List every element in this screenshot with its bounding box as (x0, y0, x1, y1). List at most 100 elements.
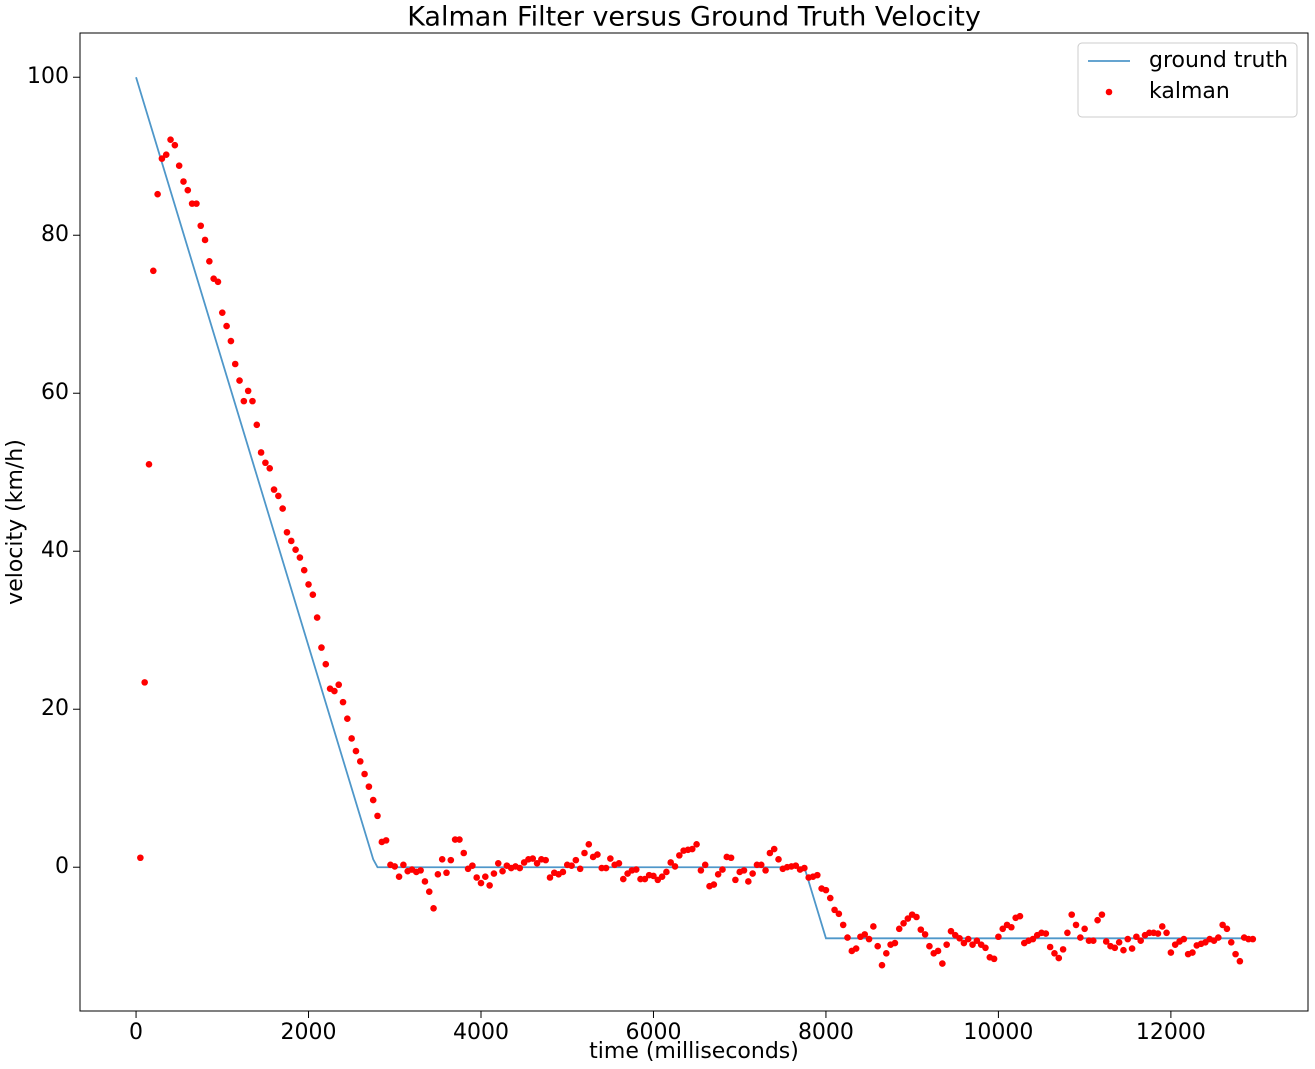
scatter-point (865, 935, 873, 943)
scatter-point (990, 955, 998, 963)
scatter-point (145, 461, 153, 468)
scatter-point (546, 874, 554, 881)
scatter-point (1219, 921, 1226, 929)
scatter-point (883, 950, 890, 957)
scatter-point (1232, 950, 1239, 958)
scatter-point (982, 944, 989, 952)
scatter-point (1029, 935, 1037, 943)
scatter-point (244, 387, 252, 395)
scatter-point (1094, 916, 1101, 924)
scatter-point (1133, 933, 1140, 941)
scatter-point (1077, 934, 1084, 941)
scatter-point (663, 868, 670, 876)
x-tick-label: 2000 (281, 1020, 337, 1045)
scatter-point (240, 397, 248, 405)
scatter-point (1137, 937, 1145, 944)
scatter-point (870, 923, 877, 930)
scatter-point (956, 935, 963, 942)
scatter-point (296, 554, 304, 561)
scatter-point (309, 591, 317, 598)
scatter-point (236, 377, 243, 384)
scatter-point (262, 459, 269, 467)
scatter-point (391, 863, 399, 870)
scatter-point (1042, 930, 1050, 937)
scatter-point (494, 859, 502, 867)
scatter-point (171, 141, 179, 149)
scatter-point (861, 931, 869, 938)
scatter-point (921, 931, 929, 938)
scatter-point (486, 882, 493, 889)
scatter-point (231, 360, 239, 368)
y-tick-label: 80 (41, 222, 69, 247)
scatter-point (727, 854, 735, 862)
scatter-point (1249, 935, 1257, 943)
scatter-point (369, 796, 377, 804)
scatter-point (1154, 930, 1162, 937)
scatter-point (1098, 911, 1106, 918)
scatter-point (559, 868, 567, 876)
scatter-point (658, 873, 666, 881)
scatter-point (719, 866, 726, 873)
scatter-point (693, 841, 700, 848)
scatter-point (305, 581, 312, 588)
scatter-point (339, 698, 347, 706)
scatter-point (201, 236, 209, 244)
y-axis-label: velocity (km/h) (3, 439, 28, 605)
scatter-point (292, 546, 299, 553)
scatter-point (697, 867, 705, 874)
scatter-point (1051, 950, 1058, 957)
scatter-point (1046, 943, 1054, 951)
scatter-point (835, 910, 843, 918)
scatter-point (602, 864, 610, 872)
scatter-point (900, 920, 907, 927)
scatter-point (895, 925, 903, 933)
scatter-point (934, 947, 942, 955)
scatter-point (1124, 935, 1132, 943)
scatter-point (576, 865, 584, 873)
scatter-point (206, 258, 213, 265)
scatter-point (749, 870, 756, 877)
scatter-point (762, 867, 769, 874)
scatter-point (995, 933, 1002, 941)
scatter-point (318, 644, 325, 651)
scatter-point (822, 886, 830, 894)
scatter-point (395, 873, 403, 881)
scatter-point (572, 856, 580, 864)
scatter-point (533, 859, 541, 867)
scatter-point (1008, 923, 1015, 931)
scatter-point (214, 278, 222, 286)
scatter-point (193, 200, 200, 207)
scatter-point (400, 861, 407, 869)
scatter-point (275, 492, 282, 500)
scatter-point (814, 871, 821, 879)
scatter-point (223, 322, 230, 330)
y-tick-label: 40 (41, 538, 69, 563)
scatter-point (1064, 929, 1071, 937)
x-axis-label: time (milliseconds) (589, 1039, 799, 1064)
scatter-point (688, 845, 696, 853)
scatter-point (676, 852, 683, 859)
scatter-point (482, 873, 489, 881)
scatter-point (792, 862, 800, 869)
scatter-point (167, 136, 174, 143)
scatter-point (158, 155, 166, 162)
scatter-point (137, 854, 144, 862)
scatter-point (283, 528, 291, 536)
scatter-point (477, 879, 485, 887)
scatter-point (939, 960, 946, 967)
scatter-point (434, 871, 442, 878)
scatter-point (417, 867, 424, 874)
scatter-point (615, 859, 623, 867)
scatter-point (714, 871, 722, 878)
scatter-point (490, 870, 498, 877)
scatter-point (356, 758, 364, 765)
y-tick-label: 100 (27, 64, 69, 89)
scatter-point (891, 939, 899, 947)
scatter-point (732, 876, 739, 884)
scatter-point (1102, 938, 1110, 945)
scatter-point (227, 337, 235, 345)
scatter-point (456, 836, 463, 843)
scatter-point (650, 872, 657, 880)
scatter-point (335, 681, 343, 689)
